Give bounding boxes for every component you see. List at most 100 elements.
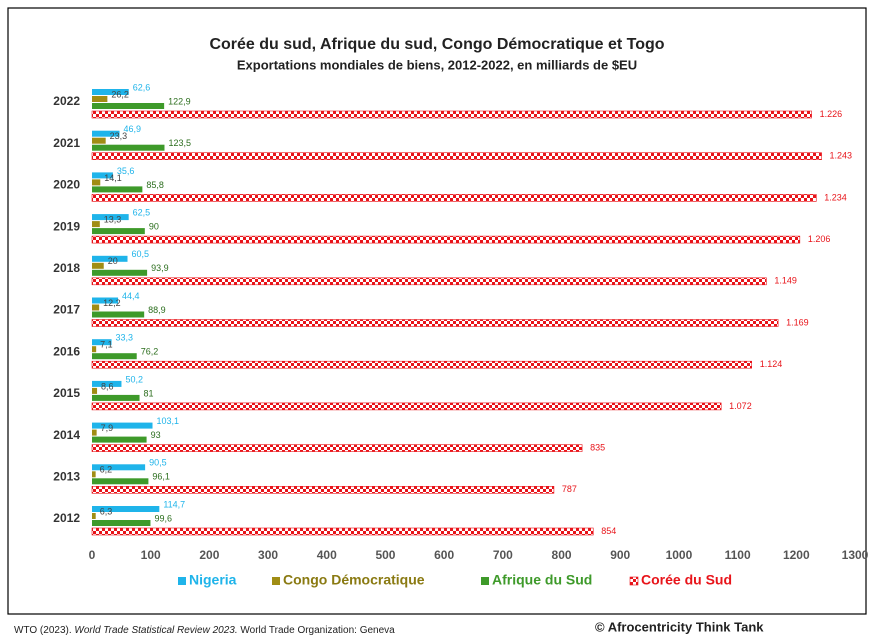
data-label: 26,2 — [111, 89, 129, 99]
data-label: 13,3 — [104, 214, 122, 224]
bar — [92, 269, 148, 276]
data-label: 1.124 — [760, 359, 783, 369]
bar — [92, 172, 113, 179]
bar — [92, 436, 147, 443]
bar — [92, 422, 153, 429]
data-label: 787 — [562, 484, 577, 494]
bar — [92, 262, 104, 269]
bar — [92, 346, 97, 353]
data-label: 6,2 — [100, 465, 113, 475]
data-label: 1.226 — [820, 109, 843, 119]
source-part: World Trade Statistical Review 2023. — [74, 625, 237, 636]
data-label: 1.149 — [774, 276, 797, 286]
bar — [91, 360, 753, 369]
data-label: 96,1 — [152, 472, 170, 482]
x-tick-label: 600 — [434, 548, 454, 562]
x-tick-label: 200 — [199, 548, 219, 562]
legend-swatch — [481, 577, 489, 585]
bar — [91, 235, 801, 244]
chart-title: Corée du sud, Afrique du sud, Congo Démo… — [209, 36, 664, 53]
bar — [91, 277, 767, 286]
legend-swatch — [629, 576, 639, 586]
x-tick-label: 700 — [493, 548, 513, 562]
data-label: 114,7 — [163, 499, 185, 509]
data-label: 85,8 — [146, 180, 164, 190]
frame — [7, 7, 867, 615]
data-label: 123,5 — [168, 138, 191, 148]
source: WTO (2023). World Trade Statistical Revi… — [14, 625, 395, 636]
x-tick-label: 100 — [141, 548, 161, 562]
legend-swatch — [272, 577, 280, 585]
source-part: World Trade Organization: Geneva — [238, 625, 396, 636]
chart-subtitle: Exportations mondiales de biens, 2012-20… — [237, 57, 637, 72]
bar — [92, 520, 151, 526]
y-tick-label: 2017 — [53, 303, 80, 317]
x-tick-label: 500 — [375, 548, 395, 562]
bar — [92, 387, 98, 394]
data-label: 1.072 — [729, 401, 752, 411]
bar — [92, 478, 149, 485]
data-label: 23,3 — [110, 131, 128, 141]
data-label: 46,9 — [124, 124, 142, 134]
data-label: 8,6 — [101, 381, 114, 391]
data-label: 835 — [590, 442, 605, 452]
x-tick-label: 0 — [89, 548, 96, 562]
bar — [92, 471, 96, 478]
bar — [91, 402, 722, 411]
data-label: 7,1 — [100, 340, 113, 350]
data-label: 93,9 — [151, 263, 169, 273]
credit: © Afrocentricity Think Tank — [595, 619, 764, 634]
source-part: WTO (2023). — [14, 625, 74, 636]
data-label: 1.234 — [824, 192, 847, 202]
bar — [92, 144, 165, 151]
y-tick-label: 2021 — [53, 136, 80, 150]
data-label: 14,1 — [104, 173, 122, 183]
legend-swatch — [178, 577, 186, 585]
bar — [92, 130, 120, 137]
bar — [92, 464, 146, 471]
y-tick-label: 2015 — [53, 386, 80, 400]
bar — [92, 214, 129, 221]
data-label: 6,3 — [100, 506, 113, 516]
y-tick-label: 2020 — [53, 178, 80, 192]
data-label: 854 — [601, 526, 616, 536]
bar — [92, 304, 100, 311]
data-label: 88,9 — [148, 305, 166, 315]
y-tick-label: 2022 — [53, 94, 80, 108]
data-label: 12,2 — [103, 298, 121, 308]
y-tick-label: 2018 — [53, 261, 80, 275]
y-tick-label: 2013 — [53, 469, 80, 483]
bar — [92, 96, 108, 102]
legend-label: Congo Démocratique — [283, 572, 425, 588]
data-label: 90 — [149, 221, 159, 231]
data-label: 1.206 — [808, 234, 831, 244]
data-label: 7,9 — [101, 423, 114, 433]
data-label: 81 — [144, 388, 154, 398]
x-tick-label: 400 — [317, 548, 337, 562]
bar — [92, 513, 96, 519]
bar — [92, 186, 143, 193]
bar — [92, 380, 122, 387]
bar — [92, 89, 129, 95]
bar — [92, 506, 160, 512]
bar — [91, 527, 594, 536]
data-label: 60,5 — [132, 249, 150, 259]
data-label: 33,3 — [116, 333, 134, 343]
x-tick-label: 1200 — [783, 548, 810, 562]
x-tick-label: 1000 — [666, 548, 693, 562]
x-tick-label: 800 — [552, 548, 572, 562]
data-label: 62,6 — [133, 82, 151, 92]
bar — [92, 429, 97, 436]
data-label: 76,2 — [141, 347, 159, 357]
data-label: 93 — [151, 430, 161, 440]
x-tick-label: 1300 — [842, 548, 869, 562]
data-label: 122,9 — [168, 96, 191, 106]
y-tick-label: 2019 — [53, 219, 80, 233]
x-tick-label: 300 — [258, 548, 278, 562]
bar — [92, 311, 145, 318]
data-label: 103,1 — [157, 416, 180, 426]
bar — [92, 255, 128, 262]
data-label: 1.169 — [786, 317, 809, 327]
data-label: 44,4 — [122, 291, 140, 301]
